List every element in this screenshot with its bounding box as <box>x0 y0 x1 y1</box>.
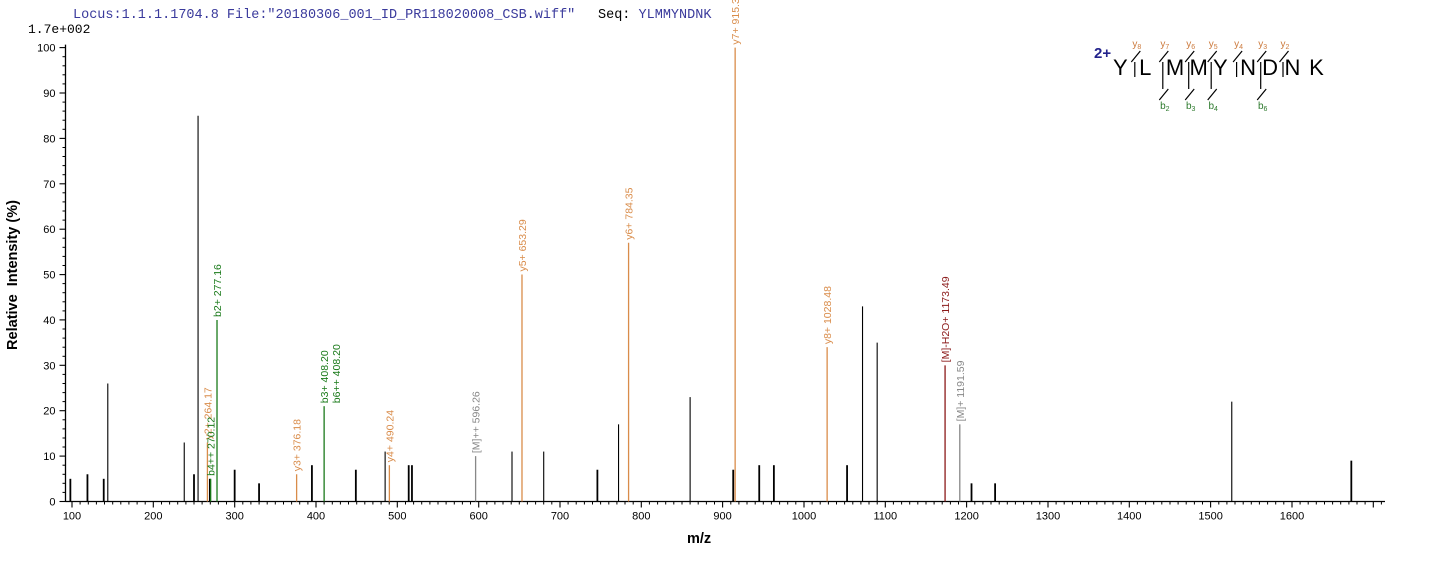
svg-text:0: 0 <box>49 497 55 509</box>
svg-text:80: 80 <box>43 133 55 145</box>
svg-text:M: M <box>1190 55 1208 80</box>
svg-text:N: N <box>1240 55 1256 80</box>
svg-text:10: 10 <box>43 451 55 463</box>
svg-text:[M]-H2O+ 1173.49: [M]-H2O+ 1173.49 <box>940 276 952 362</box>
svg-text:b3+ 408.20: b3+ 408.20 <box>319 350 331 403</box>
svg-text:b2+ 277.16: b2+ 277.16 <box>212 264 224 317</box>
svg-text:200: 200 <box>144 511 162 523</box>
svg-text:y8: y8 <box>1132 39 1141 51</box>
svg-text:60: 60 <box>43 224 55 236</box>
svg-text:D: D <box>1262 55 1278 80</box>
svg-text:20: 20 <box>43 406 55 418</box>
svg-text:N: N <box>1285 55 1301 80</box>
svg-text:Y: Y <box>1113 55 1128 80</box>
svg-text:y6: y6 <box>1186 39 1195 51</box>
svg-text:K: K <box>1309 55 1324 80</box>
svg-text:b2: b2 <box>1160 101 1170 113</box>
svg-text:90: 90 <box>43 88 55 100</box>
svg-text:[M]++ 596.26: [M]++ 596.26 <box>471 391 483 453</box>
svg-text:400: 400 <box>307 511 325 523</box>
svg-text:b3: b3 <box>1186 101 1196 113</box>
svg-text:40: 40 <box>43 315 55 327</box>
svg-text:300: 300 <box>226 511 244 523</box>
svg-text:b6: b6 <box>1258 101 1268 113</box>
svg-text:70: 70 <box>43 179 55 191</box>
svg-text:y8+ 1028.48: y8+ 1028.48 <box>822 286 834 344</box>
svg-text:y5: y5 <box>1209 39 1218 51</box>
svg-text:[M]+ 1191.59: [M]+ 1191.59 <box>955 360 967 421</box>
svg-text:1200: 1200 <box>954 511 978 523</box>
svg-text:y7+ 915.37: y7+ 915.37 <box>730 0 742 45</box>
svg-text:y4+ 490.24: y4+ 490.24 <box>384 410 396 462</box>
svg-text:900: 900 <box>713 511 731 523</box>
svg-text:1400: 1400 <box>1117 511 1141 523</box>
svg-text:50: 50 <box>43 270 55 282</box>
svg-text:y4: y4 <box>1234 39 1243 51</box>
svg-text:y2: y2 <box>1281 39 1290 51</box>
svg-text:500: 500 <box>388 511 406 523</box>
svg-text:100: 100 <box>37 43 55 55</box>
svg-text:700: 700 <box>551 511 569 523</box>
svg-text:1300: 1300 <box>1036 511 1060 523</box>
svg-text:600: 600 <box>470 511 488 523</box>
svg-text:b4++ 270.12: b4++ 270.12 <box>206 417 218 476</box>
svg-text:1500: 1500 <box>1198 511 1222 523</box>
svg-text:1100: 1100 <box>873 511 897 523</box>
svg-text:1600: 1600 <box>1280 511 1304 523</box>
svg-text:b4: b4 <box>1208 101 1218 113</box>
svg-text:800: 800 <box>632 511 650 523</box>
svg-text:M: M <box>1166 55 1184 80</box>
svg-text:y5+ 653.29: y5+ 653.29 <box>517 219 529 271</box>
svg-text:100: 100 <box>63 511 81 523</box>
svg-text:y3: y3 <box>1258 39 1267 51</box>
svg-text:y3+ 376.18: y3+ 376.18 <box>292 419 304 471</box>
svg-text:L: L <box>1139 55 1151 80</box>
svg-text:b6++ 408.20: b6++ 408.20 <box>331 344 343 403</box>
svg-text:30: 30 <box>43 360 55 372</box>
svg-text:y7: y7 <box>1160 39 1169 51</box>
svg-text:y6+ 784.35: y6+ 784.35 <box>624 187 636 239</box>
svg-text:1000: 1000 <box>792 511 816 523</box>
svg-text:Y: Y <box>1213 55 1228 80</box>
